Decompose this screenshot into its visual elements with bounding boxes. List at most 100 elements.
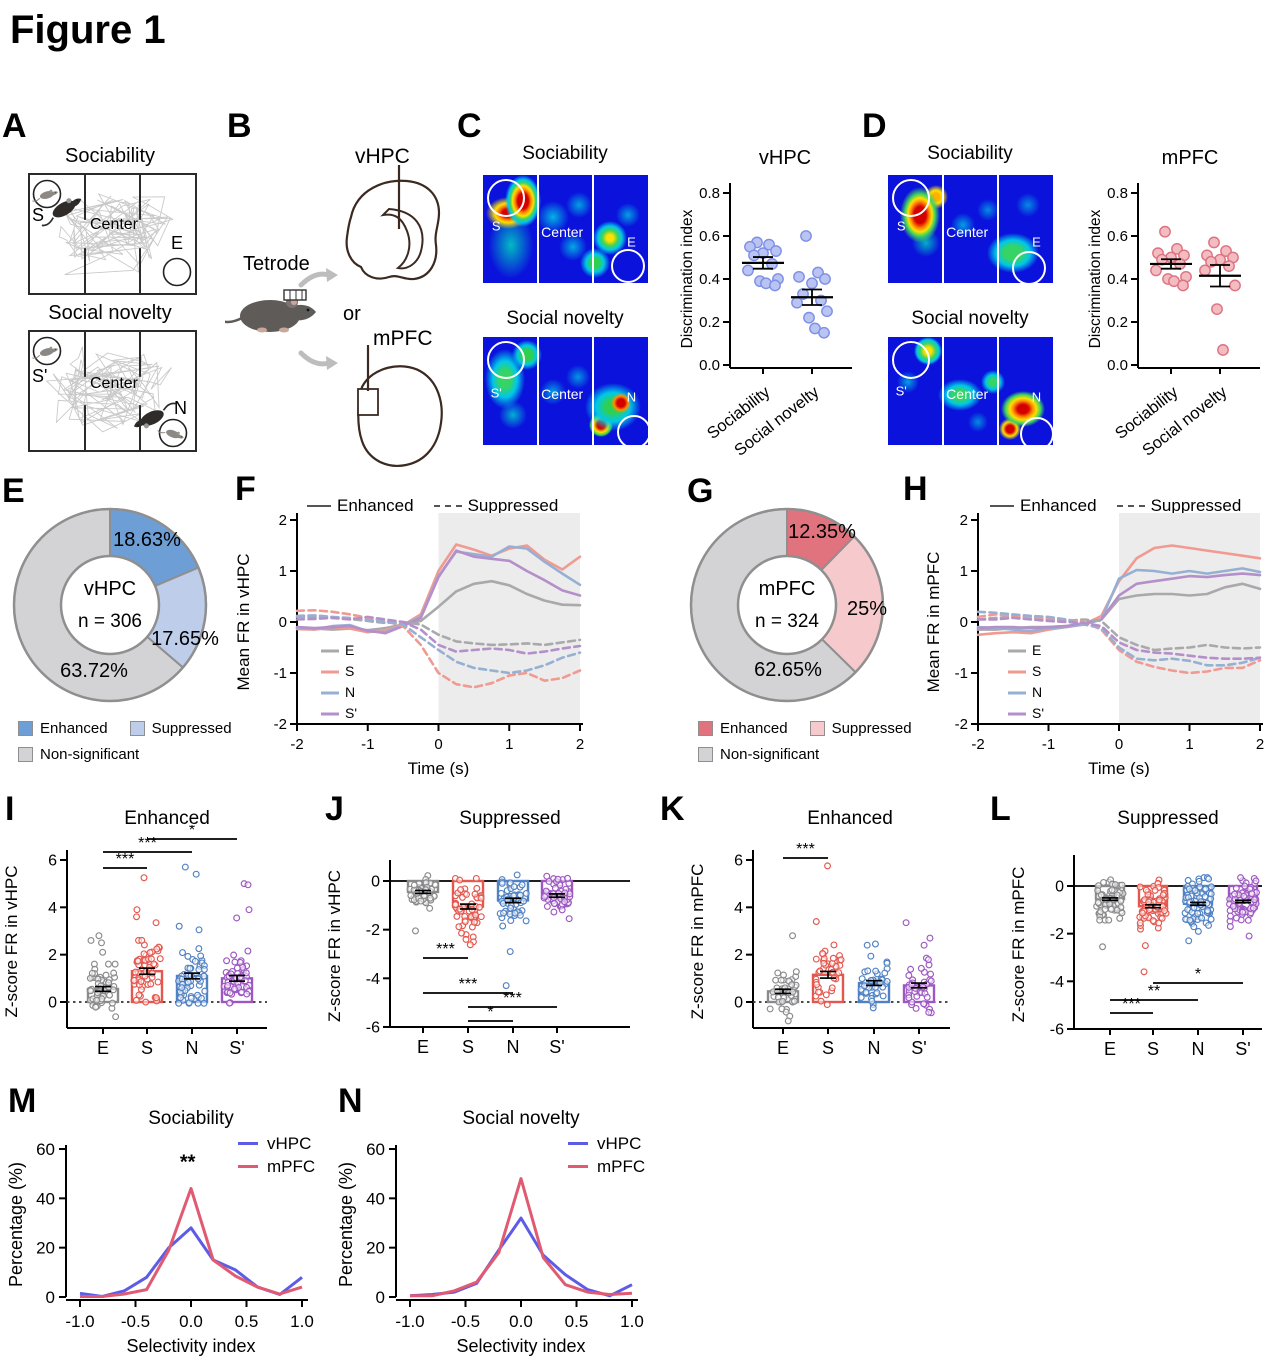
- jitter-point: [789, 932, 797, 940]
- inner-legend-label: S': [1032, 705, 1044, 721]
- y-tick-label: 40: [366, 1189, 385, 1208]
- jitter-point: [917, 964, 925, 972]
- jitter-point: [858, 975, 866, 983]
- trajectory-trace: [45, 346, 172, 433]
- inner-legend-label: E: [345, 642, 354, 658]
- panel-N-letter: N: [338, 1082, 363, 1120]
- suppressed-swatch: [129, 721, 145, 736]
- x-tick-label: 0: [434, 736, 442, 753]
- y-tick-label: 0: [371, 874, 380, 891]
- jitter-point: [1145, 898, 1153, 906]
- cup-circle: [611, 249, 645, 283]
- panel-G-letter: G: [687, 472, 714, 510]
- y-tick-label: 2: [960, 512, 968, 529]
- jitter-point: [1191, 887, 1199, 894]
- vhpc-donut-legend-row2: Non-significant: [18, 746, 139, 763]
- category-label: S: [141, 1038, 153, 1058]
- jitter-point: [813, 981, 821, 989]
- sociability-arena: S Center E: [28, 173, 197, 295]
- jitter-point: [924, 956, 932, 964]
- y-tick-label: 0: [376, 1288, 385, 1307]
- jitter-point: [829, 954, 837, 962]
- panel-K-title: Enhanced: [807, 808, 893, 829]
- x-tick-label: 0.0: [179, 1312, 203, 1331]
- jitter-point: [110, 969, 118, 977]
- jitter-point: [907, 965, 915, 973]
- jitter-point: [920, 941, 928, 949]
- jitter-point: [451, 901, 459, 909]
- mouse-eye: [55, 348, 57, 350]
- arrow-head: [326, 356, 338, 370]
- mouse-head: [71, 198, 82, 208]
- vhpc-line-swatch: [568, 1142, 588, 1145]
- heatmap-sociability-mpfc: S Center E: [888, 175, 1053, 283]
- jitter-point: [1113, 906, 1121, 914]
- vhpc-proportions-donut: 18.63% 17.65% 63.72% vHPC n = 306: [12, 507, 219, 703]
- series-S-dashed: [295, 609, 582, 689]
- x-tick-label: 0.0: [509, 1312, 533, 1331]
- mouse-eye: [55, 191, 57, 193]
- legend-enhanced: Enhanced: [1020, 496, 1097, 515]
- y-axis-label: Percentage (%): [6, 1162, 26, 1287]
- data-point: [1229, 279, 1241, 292]
- panel-F-letter: F: [235, 470, 256, 508]
- jitter-point: [1195, 877, 1203, 885]
- jitter-point: [245, 906, 253, 914]
- jitter-point: [102, 971, 110, 979]
- series-N-solid: [976, 567, 1262, 633]
- series-vHPC: [409, 1216, 633, 1298]
- cup-circle: [892, 179, 930, 217]
- jitter-point: [779, 998, 786, 1005]
- category-label: S': [911, 1038, 926, 1058]
- jitter-point: [550, 908, 558, 916]
- data-point: [1159, 225, 1171, 238]
- jitter-point: [822, 991, 830, 999]
- headstage-implant: [283, 289, 307, 301]
- jitter-point: [236, 958, 244, 966]
- inner-legend-label: N: [345, 684, 355, 700]
- y-tick-label: 0: [960, 614, 968, 631]
- data-point: [1217, 344, 1229, 356]
- jitter-point: [135, 991, 143, 999]
- x-axis-label: Selectivity index: [456, 1336, 585, 1356]
- series-S'-dashed: [976, 616, 1262, 660]
- mpfc-brain-outline: [357, 345, 443, 467]
- jitter-point: [192, 870, 200, 878]
- panel-K-letter: K: [660, 790, 685, 828]
- jitter-point: [1244, 916, 1252, 924]
- slice-percent-label: 17.65%: [151, 628, 219, 650]
- jitter-point: [1094, 899, 1102, 906]
- panel-A-sociability-title: Sociability: [64, 145, 156, 167]
- jitter-point: [181, 863, 189, 871]
- mouse-tail: [41, 217, 54, 227]
- y-axis-label: Percentage (%): [336, 1162, 356, 1287]
- heatmap-social-novelty-mpfc: S' Center N: [888, 337, 1053, 445]
- jitter-point: [230, 951, 238, 959]
- y-tick-label: 60: [366, 1140, 385, 1159]
- jitter-point: [522, 917, 530, 925]
- panel-H-legend: Enhanced Suppressed: [990, 496, 1241, 516]
- y-tick-label: -1: [955, 665, 968, 682]
- jitter-point: [926, 934, 934, 942]
- jitter-point: [872, 967, 880, 975]
- panel-L-letter: L: [990, 790, 1011, 828]
- donut-center-region: vHPC: [84, 578, 136, 600]
- jitter-point: [226, 999, 233, 1007]
- jitter-point: [146, 949, 154, 957]
- trajectory-trace: [58, 193, 174, 276]
- mouse-foot: [279, 327, 289, 333]
- y-tick-label: -2: [366, 922, 380, 939]
- jitter-point: [1184, 876, 1192, 884]
- mouse-head: [292, 304, 316, 321]
- data-point: [1208, 236, 1220, 249]
- mouse-body: [39, 348, 55, 356]
- jitter-point: [130, 976, 138, 984]
- jitter-point: [431, 881, 439, 889]
- mouse-ear: [49, 189, 53, 193]
- jitter-point: [1249, 904, 1257, 912]
- donut-inner-circle: [59, 554, 161, 656]
- jitter-point: [561, 898, 569, 906]
- panel-N-legend: vHPC mPFC: [568, 1132, 645, 1178]
- jitter-point: [137, 978, 145, 985]
- panel-C-letter: C: [457, 107, 482, 145]
